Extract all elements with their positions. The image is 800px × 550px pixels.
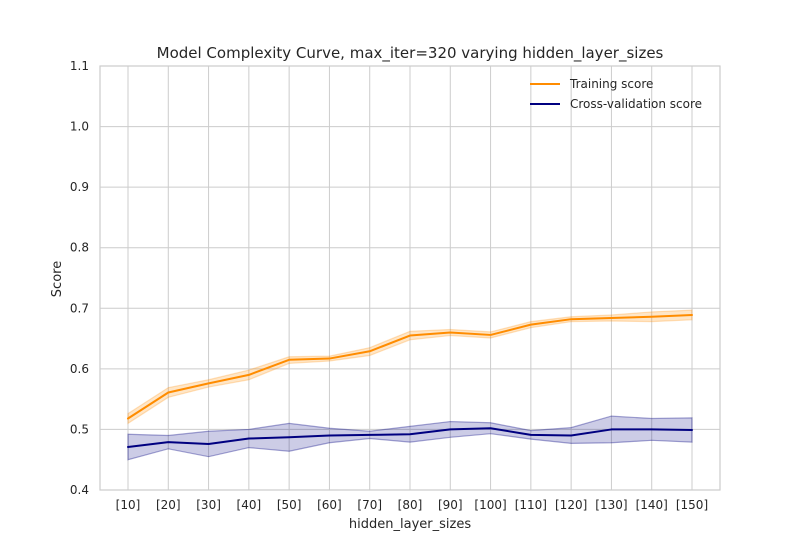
x-tick-label: [70]: [357, 498, 382, 512]
legend: Training score Cross-validation score: [530, 77, 702, 111]
y-tick-label: 0.4: [70, 483, 89, 497]
y-tick-label: 0.9: [70, 180, 89, 194]
x-tick-label: [120]: [555, 498, 587, 512]
x-tick-label: [30]: [196, 498, 221, 512]
x-tick-label: [80]: [398, 498, 423, 512]
legend-label: Cross-validation score: [570, 97, 702, 111]
x-tick-label: [140]: [636, 498, 668, 512]
y-tick-label: 0.5: [70, 422, 89, 436]
legend-label: Training score: [569, 77, 653, 91]
y-tick-label: 1.0: [70, 120, 89, 134]
confidence-bands: [127, 309, 693, 461]
x-tick-label: [150]: [676, 498, 708, 512]
x-tick-label: [50]: [277, 498, 302, 512]
y-tick-label: 0.7: [70, 301, 89, 315]
y-tick-label: 0.8: [70, 241, 89, 255]
series-line-0: [127, 313, 693, 420]
confidence-band-0: [127, 309, 693, 425]
grid: [100, 65, 720, 491]
x-tick-label: [100]: [474, 498, 506, 512]
series-lines: [127, 313, 693, 448]
x-tick-label: [110]: [515, 498, 547, 512]
chart-title: Model Complexity Curve, max_iter=320 var…: [157, 44, 664, 63]
x-axis-label: hidden_layer_sizes: [349, 517, 471, 532]
confidence-band-1: [127, 415, 693, 461]
x-tick-label: [90]: [438, 498, 463, 512]
x-tick-label: [130]: [595, 498, 627, 512]
x-tick-label: [40]: [237, 498, 262, 512]
x-tick-label: [20]: [156, 498, 181, 512]
x-axis-ticks: [10] [20] [30] [40] [50] [60] [70] [80] [90] [100…: [116, 498, 708, 512]
x-tick-label: [10]: [116, 498, 141, 512]
series-line-1: [127, 427, 693, 448]
y-tick-label: 0.6: [70, 362, 89, 376]
y-axis-ticks: 0.4 0.5 0.6 0.7 0.8 0.9 1.0 1.1: [70, 59, 89, 497]
y-tick-label: 1.1: [70, 59, 89, 73]
y-axis-label: Score: [50, 261, 65, 297]
x-tick-label: [60]: [317, 498, 342, 512]
